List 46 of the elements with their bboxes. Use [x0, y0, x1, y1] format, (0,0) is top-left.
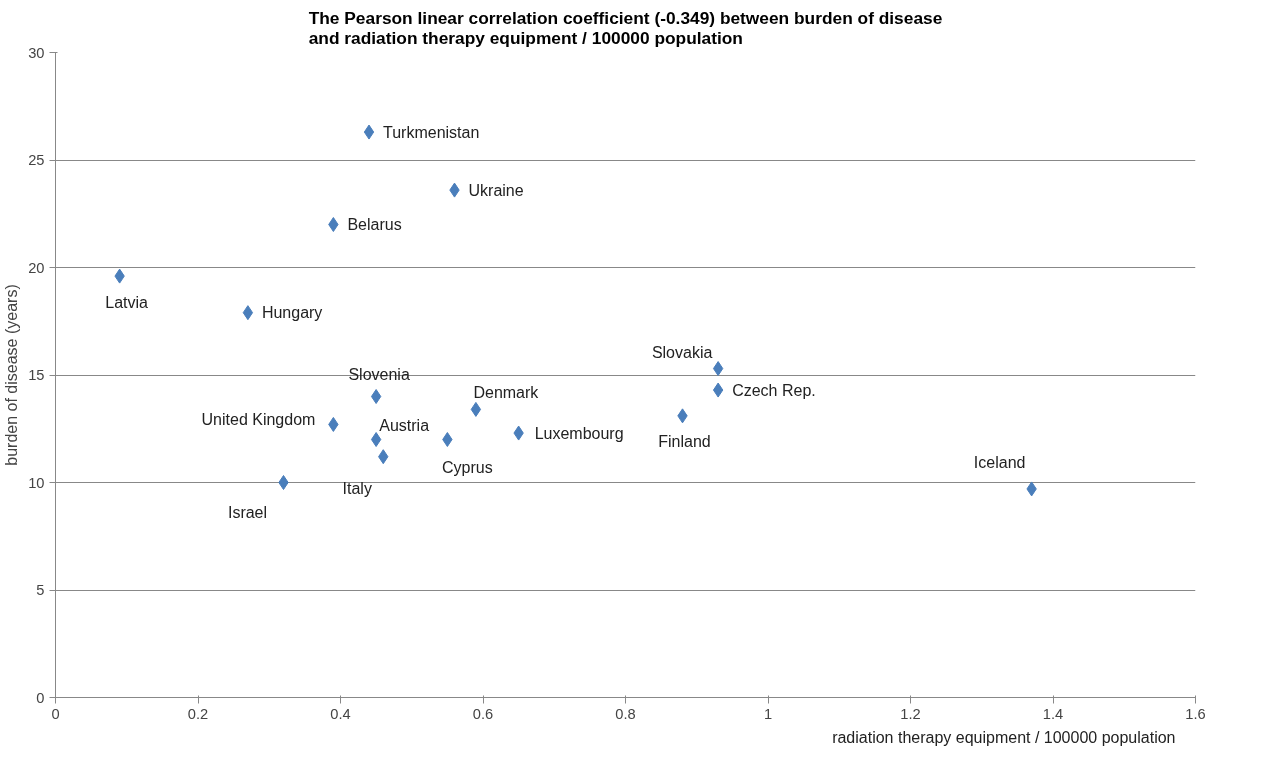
annotation: Italy — [342, 480, 372, 498]
annotation: Slovenia — [348, 366, 410, 383]
annotation: Czech Rep. — [732, 381, 816, 399]
y-tick-label: 15 — [28, 367, 45, 383]
x-tick-label: 1.2 — [900, 705, 921, 722]
x-tick-label: 1.6 — [1185, 705, 1206, 722]
y-axis-title: burden of disease (years) — [3, 284, 21, 466]
annotation: Latvia — [105, 293, 149, 311]
point — [328, 217, 339, 232]
point — [370, 389, 382, 404]
chart-title: The Pearson linear correlation coefficient (-0.349) between burden of disease and radiation therapy equipment / 100000 population — [308, 7, 943, 48]
annotation: Hungary — [261, 304, 323, 322]
x-tick-label: 0.6 — [472, 705, 494, 722]
annotation: Denmark — [473, 383, 540, 401]
point — [470, 401, 482, 417]
x-tick-label: 0.4 — [330, 705, 351, 722]
x-tick-label: 1.4 — [1042, 705, 1064, 722]
annotation: Belarus — [347, 216, 402, 233]
annotation: Cyprus — [442, 459, 493, 476]
y-tick-label: 0 — [36, 689, 45, 706]
annotation: Israel — [227, 504, 268, 521]
y-tick-label: 5 — [36, 582, 45, 598]
y-tick-label: 10 — [28, 474, 45, 491]
x-tick-label: 0.8 — [615, 705, 636, 722]
point — [370, 432, 382, 447]
annotation: Turkmenistan — [383, 123, 480, 141]
point — [712, 382, 724, 398]
annotation: United Kingdom — [201, 410, 316, 428]
x-axis-title: radiation therapy equipment / 100000 population — [832, 728, 1176, 746]
point — [442, 432, 453, 447]
annotation: Austria — [379, 417, 430, 434]
y-tick-label: 20 — [28, 259, 45, 276]
annotation: Finland — [658, 433, 711, 451]
annotation: Ukraine — [468, 181, 524, 199]
y-tick-label: 30 — [28, 44, 45, 61]
point — [242, 305, 254, 321]
annotation: Iceland — [973, 454, 1026, 472]
x-tick-label: 1 — [763, 705, 773, 722]
annotation: Luxembourg — [534, 424, 624, 442]
y-tick-label: 25 — [28, 152, 45, 168]
annotation: Slovakia — [651, 344, 713, 362]
x-tick-label: 0 — [51, 705, 60, 722]
point — [278, 475, 289, 490]
point — [712, 361, 724, 377]
point — [363, 124, 375, 140]
x-tick-label: 0.2 — [187, 705, 209, 722]
